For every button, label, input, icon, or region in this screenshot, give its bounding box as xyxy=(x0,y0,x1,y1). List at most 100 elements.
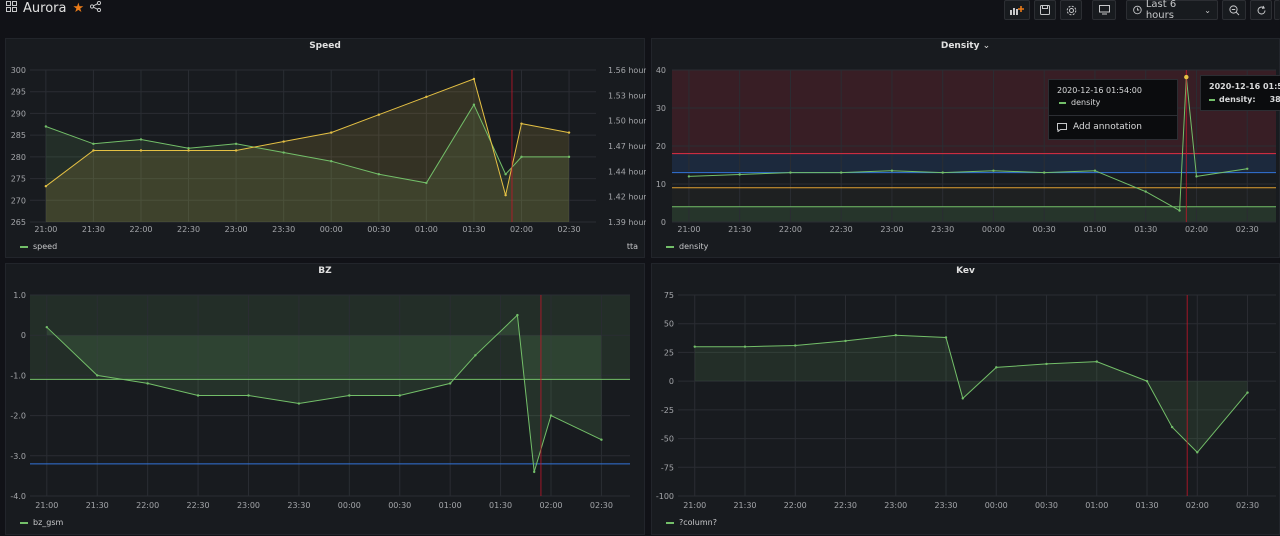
speed-point xyxy=(44,125,48,128)
y-tick-label: 30 xyxy=(656,104,666,113)
gear-icon xyxy=(1066,5,1076,15)
bz-point xyxy=(398,394,401,397)
tta-legend[interactable]: tta xyxy=(622,242,638,251)
share-icon[interactable] xyxy=(90,0,102,16)
y-tick-label: 300 xyxy=(11,66,26,75)
threshold-band-blue xyxy=(672,153,1276,173)
dashboard-title[interactable]: Aurora xyxy=(23,1,67,16)
density-legend[interactable]: density xyxy=(666,242,708,251)
comment-icon xyxy=(1057,122,1067,132)
x-tick-label: 02:30 xyxy=(1236,501,1259,510)
kev-panel: Kev 75 50 25 0 -25 -50 -75 -100 21:00 21:30 22:00 2… xyxy=(651,263,1280,535)
x-tick-label: 01:00 xyxy=(1083,225,1106,234)
y-tick-label: -2.0 xyxy=(10,412,26,421)
monitor-icon xyxy=(1098,5,1110,15)
x-tick-label: 01:00 xyxy=(415,225,438,234)
x-tick-label: 22:30 xyxy=(187,501,210,510)
add-panel-button[interactable] xyxy=(1004,0,1030,20)
save-dashboard-button[interactable] xyxy=(1034,0,1056,20)
top-bar: Aurora ★ Last 6 hours ⌄ xyxy=(0,0,1280,22)
speed-panel-title[interactable]: Speed xyxy=(309,41,341,51)
kev-point xyxy=(1145,379,1149,383)
speed-point xyxy=(187,146,190,150)
x-tick-label: 22:00 xyxy=(136,501,159,510)
y-tick-label: 40 xyxy=(656,66,666,75)
view-mode-button[interactable] xyxy=(1092,0,1116,20)
y-tick-label: 10 xyxy=(656,180,666,189)
speed-point xyxy=(234,142,238,146)
speed-chart[interactable]: 300 295 290 285 280 275 270 265 21:00 21:30 22:00 2… xyxy=(6,39,646,259)
x-tick-label: 02:00 xyxy=(539,501,562,510)
dashboard-grid-icon[interactable] xyxy=(6,1,17,16)
density-point xyxy=(992,169,995,172)
time-range-picker[interactable]: Last 6 hours ⌄ xyxy=(1126,0,1218,21)
zoom-out-button[interactable] xyxy=(1222,0,1246,20)
x-tick-label: 22:00 xyxy=(129,225,152,234)
x-tick-label: 23:30 xyxy=(934,501,957,510)
hover-tooltip-row: density: 38.14 xyxy=(1209,95,1280,104)
kev-legend-label: ?column? xyxy=(679,518,717,527)
kev-legend-swatch xyxy=(666,521,674,524)
save-icon xyxy=(1040,5,1050,15)
x-tick-label: 01:00 xyxy=(1085,501,1108,510)
speed-point xyxy=(504,173,507,176)
star-icon[interactable]: ★ xyxy=(72,1,85,16)
x-tick-label: 00:00 xyxy=(985,501,1008,510)
kev-chart[interactable]: 75 50 25 0 -25 -50 -75 -100 21:00 21:30 22:00 22:30… xyxy=(652,264,1280,536)
kev-area xyxy=(694,335,1248,453)
context-tooltip-series: density xyxy=(1059,98,1100,107)
density-point xyxy=(687,175,691,178)
refresh-button[interactable] xyxy=(1250,0,1272,20)
density-point xyxy=(1178,209,1181,212)
kev-legend[interactable]: ?column? xyxy=(666,518,717,527)
bz-point xyxy=(96,374,99,377)
add-annotation-menu-item[interactable]: Add annotation xyxy=(1057,122,1142,132)
bz-point xyxy=(348,394,351,397)
x-tick-label: 00:00 xyxy=(982,225,1005,234)
bz-point xyxy=(533,470,536,474)
dashboard-header: Aurora ★ xyxy=(6,0,102,16)
chevron-down-icon: ⌄ xyxy=(1204,5,1211,15)
tta-point xyxy=(234,149,238,152)
bz-panel-title[interactable]: BZ xyxy=(318,266,332,276)
dashboard-settings-button[interactable] xyxy=(1060,0,1082,20)
y2-tick-label: 1.39 hour xyxy=(608,218,646,227)
bz-panel: BZ 1.0 0 -1.0 -2.0 -3.0 -4.0 21:00 21:30 22:00 22… xyxy=(5,263,645,535)
y-tick-label: 285 xyxy=(11,131,26,140)
density-chart[interactable]: 40 30 20 10 0 21:00 21:30 22:00 22:30 23:00 23:30 0… xyxy=(652,39,1280,259)
threshold-band-red xyxy=(672,70,1276,154)
y-tick-label: 265 xyxy=(11,218,26,227)
speed-point xyxy=(377,173,380,176)
y-tick-label: 295 xyxy=(11,88,26,97)
y2-tick-label: 1.44 hour xyxy=(608,167,646,176)
x-tick-label: 22:30 xyxy=(830,225,853,234)
zoom-out-icon xyxy=(1228,4,1239,15)
tta-point xyxy=(187,149,190,152)
y-tick-label: -50 xyxy=(661,435,674,444)
tta-point xyxy=(92,149,95,152)
y-tick-label: -1.0 xyxy=(10,371,26,380)
x-tick-label: 21:00 xyxy=(683,501,706,510)
y-tick-label: 50 xyxy=(664,320,674,329)
y-tick-label: 275 xyxy=(11,175,26,184)
threshold-band-neutral xyxy=(672,187,1276,207)
density-panel-title[interactable]: Density ⌄ xyxy=(940,41,991,51)
x-tick-label: 22:00 xyxy=(784,501,807,510)
tta-point xyxy=(282,140,285,143)
bz-chart[interactable]: 1.0 0 -1.0 -2.0 -3.0 -4.0 21:00 21:30 22:00 22:30… xyxy=(6,264,646,536)
y2-tick-label: 1.50 hour xyxy=(608,117,646,126)
density-point xyxy=(890,169,894,172)
tta-point xyxy=(504,193,507,197)
kev-point xyxy=(1170,425,1174,429)
bz-legend[interactable]: bz_gsm xyxy=(20,518,63,527)
x-tick-label: 22:30 xyxy=(177,225,200,234)
density-point xyxy=(1246,167,1249,170)
kev-panel-title[interactable]: Kev xyxy=(956,266,975,276)
kev-point xyxy=(894,334,897,337)
speed-legend[interactable]: speed xyxy=(20,242,57,251)
threshold-band-green xyxy=(30,295,630,380)
context-tooltip-time: 2020-12-16 01:54:00 xyxy=(1057,86,1142,95)
tta-point xyxy=(330,131,333,134)
refresh-interval-dropdown[interactable] xyxy=(1274,0,1280,20)
density-point xyxy=(789,171,792,174)
